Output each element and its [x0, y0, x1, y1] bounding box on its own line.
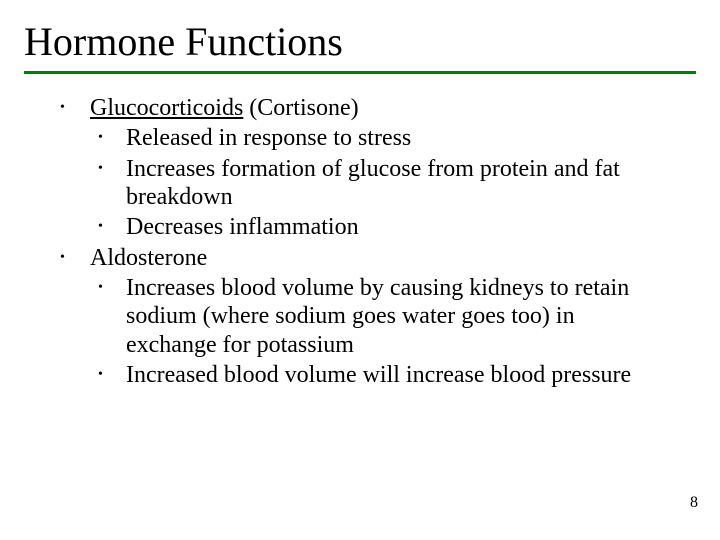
- list-item: Decreases inflammation: [90, 213, 666, 241]
- list-item: Increases formation of glucose from prot…: [90, 155, 666, 212]
- slide: Hormone Functions Glucocorticoids (Corti…: [0, 0, 720, 540]
- item-heading-underlined: Glucocorticoids: [90, 95, 243, 121]
- bullet-list: Glucocorticoids (Cortisone) Released in …: [54, 94, 666, 389]
- sub-list: Increases blood volume by causing kidney…: [90, 274, 666, 389]
- list-item: Released in response to stress: [90, 124, 666, 152]
- sub-item-text: Increased blood volume will increase blo…: [126, 362, 631, 388]
- sub-item-text: Increases blood volume by causing kidney…: [126, 275, 629, 358]
- slide-title: Hormone Functions: [24, 18, 696, 65]
- list-item: Glucocorticoids (Cortisone) Released in …: [54, 94, 666, 242]
- list-item: Increases blood volume by causing kidney…: [90, 274, 666, 359]
- sub-item-text: Increases formation of glucose from prot…: [126, 156, 620, 210]
- slide-body: Glucocorticoids (Cortisone) Released in …: [24, 74, 696, 389]
- item-heading-rest: (Cortisone): [243, 95, 358, 121]
- sub-item-text: Decreases inflammation: [126, 214, 359, 240]
- list-item: Aldosterone Increases blood volume by ca…: [54, 244, 666, 390]
- list-item: Increased blood volume will increase blo…: [90, 361, 666, 389]
- sub-list: Released in response to stress Increases…: [90, 124, 666, 241]
- sub-item-text: Released in response to stress: [126, 125, 411, 151]
- page-number: 8: [690, 494, 698, 512]
- item-heading-rest: Aldosterone: [90, 245, 207, 271]
